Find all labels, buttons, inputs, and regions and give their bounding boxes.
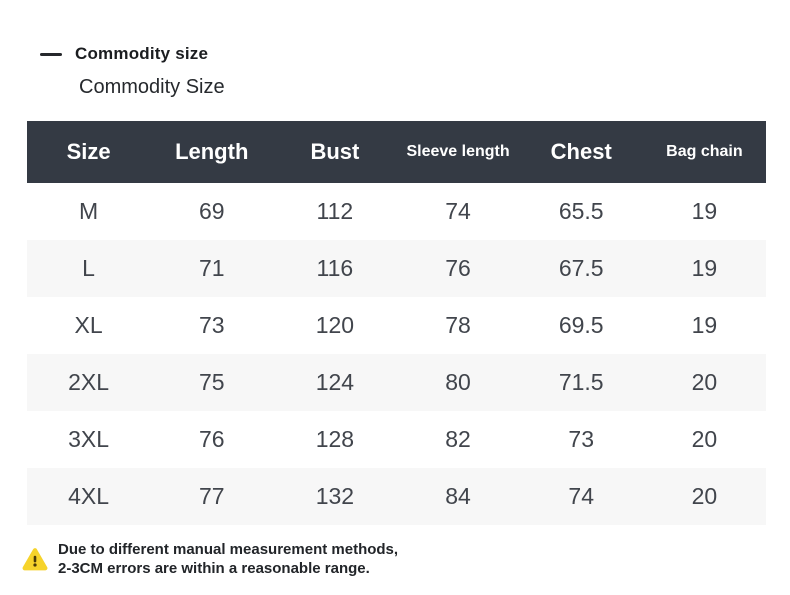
note-line-2: 2-3CM errors are within a reasonable ran… [58, 560, 370, 577]
size-label: 2XL [68, 369, 110, 395]
measurement-value: 69.5 [558, 312, 604, 338]
section-title: Commodity size [75, 44, 209, 63]
measurement-value: 76 [445, 255, 471, 281]
column-header-bag-chain: Bag chain [666, 143, 743, 160]
measurement-value: 84 [445, 483, 471, 509]
warning-triangle-icon [22, 547, 48, 570]
measurement-value: 20 [691, 426, 718, 452]
measurement-value: 128 [315, 426, 355, 452]
measurement-value: 124 [315, 369, 355, 395]
measurement-value: 120 [315, 312, 355, 338]
size-row-3xl: 3XL 76 128 82 73 20 [27, 411, 766, 468]
size-label: 4XL [68, 483, 110, 509]
dash-bullet-icon [40, 52, 62, 56]
measurement-value: 80 [445, 369, 471, 395]
size-chart-table: Size Length Bust Sleeve length Chest Bag chai… [27, 121, 766, 525]
size-row-l: L 71 116 76 67.5 19 [27, 240, 766, 297]
column-header-size: Size [66, 139, 111, 164]
measurement-value: 112 [316, 198, 354, 224]
size-row-xl: XL 73 120 78 69.5 19 [27, 297, 766, 354]
note-text: Due to different manual measurement meth… [58, 540, 398, 578]
measurement-value: 77 [198, 483, 225, 509]
measurement-value: 67.5 [558, 255, 604, 281]
measurement-value: 75 [198, 369, 225, 395]
measurement-value: 132 [315, 483, 355, 509]
size-chart-header: Size Length Bust Sleeve length Chest Bag chai… [27, 121, 766, 183]
measurement-value: 73 [568, 426, 594, 452]
size-row-m: M 69 112 74 65.5 19 [27, 183, 766, 240]
measurement-value: 78 [445, 312, 471, 338]
measurement-value: 82 [445, 426, 471, 452]
table-subtitle: Commodity Size [79, 76, 225, 98]
note-line-1: Due to different manual measurement meth… [58, 541, 399, 558]
measurement-value: 116 [316, 255, 354, 281]
size-row-2xl: 2XL 75 124 80 71.5 20 [27, 354, 766, 411]
measurement-value: 73 [198, 312, 225, 338]
measurement-value: 69 [198, 198, 225, 224]
size-chart-body: M 69 112 74 65.5 19 L 71 116 76 67.5 19 XL 73 120 78 69.… [27, 183, 766, 525]
size-label: M [78, 198, 99, 224]
measurement-value: 71 [198, 255, 225, 281]
measurement-value: 20 [691, 369, 718, 395]
measurement-value: 76 [198, 426, 225, 452]
size-label: XL [74, 312, 103, 338]
column-header-length: Length [175, 139, 249, 164]
measurement-value: 20 [691, 483, 718, 509]
column-header-bust: Bust [310, 139, 360, 164]
measurement-value: 19 [691, 255, 718, 281]
measurement-value: 74 [568, 483, 594, 509]
measurement-value: 19 [691, 198, 718, 224]
section-heading: Commodity size [40, 44, 208, 64]
size-label: 3XL [68, 426, 110, 452]
header-row: Size Length Bust Sleeve length Chest Bag chai… [27, 121, 766, 183]
measurement-value: 19 [691, 312, 718, 338]
column-header-sleeve-length: Sleeve length [406, 143, 510, 160]
measurement-value: 65.5 [558, 198, 604, 224]
measurement-value: 71.5 [558, 369, 604, 395]
size-label: L [82, 255, 95, 281]
measurement-value: 74 [445, 198, 471, 224]
measurement-note: Due to different manual measurement meth… [22, 540, 398, 578]
column-header-chest: Chest [550, 139, 612, 164]
size-row-4xl: 4XL 77 132 84 74 20 [27, 468, 766, 525]
